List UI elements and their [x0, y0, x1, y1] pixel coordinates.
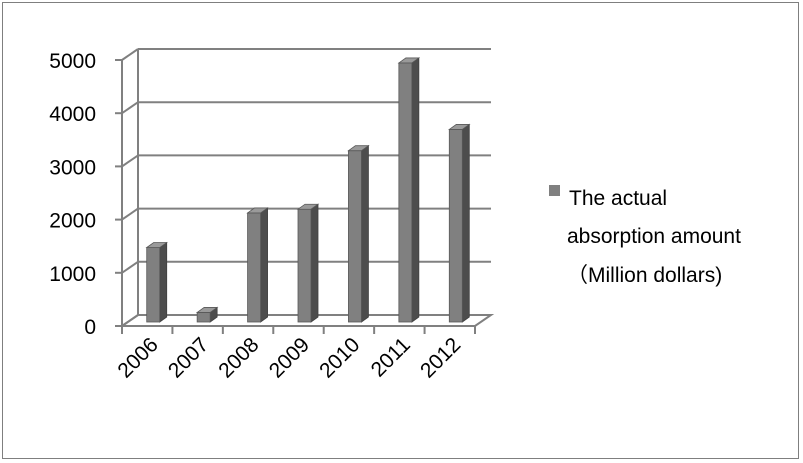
chart-floor: [118, 314, 495, 327]
x-tick-label: 2009: [265, 333, 314, 382]
bar: [347, 144, 370, 323]
bar: [296, 203, 320, 323]
x-tick-label: 2011: [367, 333, 415, 381]
y-tick-label: 4000: [49, 103, 96, 126]
bar-front: [398, 62, 413, 323]
bar-front: [448, 129, 463, 323]
bar: [448, 123, 471, 323]
y-tick-label: 0: [84, 316, 96, 339]
x-tick-label: 2012: [416, 333, 465, 382]
x-tick-label: 2007: [164, 333, 213, 382]
wall-diagonal: [121, 260, 139, 274]
bar-top: [195, 307, 219, 313]
bar-top: [246, 207, 269, 214]
axis-layer: [115, 49, 495, 334]
bar-side: [260, 207, 268, 323]
wall-diagonal: [121, 154, 139, 168]
y-tick-label: 3000: [49, 156, 96, 179]
bar-front: [348, 150, 362, 323]
x-tick-label: 2008: [214, 333, 263, 382]
x-tick-label: 2006: [113, 333, 162, 382]
bar: [195, 306, 219, 323]
wall-diagonal: [121, 101, 139, 115]
x-axis-ticks: 2006 2007 2008 2009 2010 2011 2012: [113, 333, 465, 382]
legend-line-3: （Million dollars): [567, 264, 722, 287]
bar-side: [159, 241, 168, 323]
y-axis-ticks: 0 1000 2000 3000 4000 5000: [49, 50, 96, 339]
legend-line-2: absorption amount: [567, 225, 741, 248]
bar-top: [448, 124, 471, 130]
y-tick-label: 1000: [49, 263, 96, 286]
bar-top: [347, 145, 370, 152]
bar: [397, 57, 421, 323]
wall-diagonal: [121, 48, 139, 61]
legend-line-1: The actual: [569, 187, 667, 210]
legend: The actual absorption amount （Million do…: [549, 185, 741, 287]
y-tick-label: 2000: [49, 210, 96, 233]
bar-side: [310, 203, 319, 323]
bar-side: [411, 57, 420, 323]
bar-top: [145, 242, 168, 248]
bar-top: [397, 57, 421, 64]
bar-front: [297, 208, 312, 323]
legend-swatch: [549, 185, 560, 196]
bar-front: [146, 247, 161, 323]
bar-front: [247, 212, 261, 323]
wall-diagonal: [121, 207, 139, 221]
bar-layer: [145, 57, 471, 323]
bar: [145, 241, 168, 323]
y-tick-label: 5000: [49, 50, 96, 73]
bar-top: [296, 203, 320, 210]
bar: [246, 207, 269, 323]
x-tick-label: 2010: [315, 333, 364, 382]
bar-front: [196, 312, 211, 323]
bar-side: [361, 144, 369, 323]
bar-side: [461, 123, 470, 323]
